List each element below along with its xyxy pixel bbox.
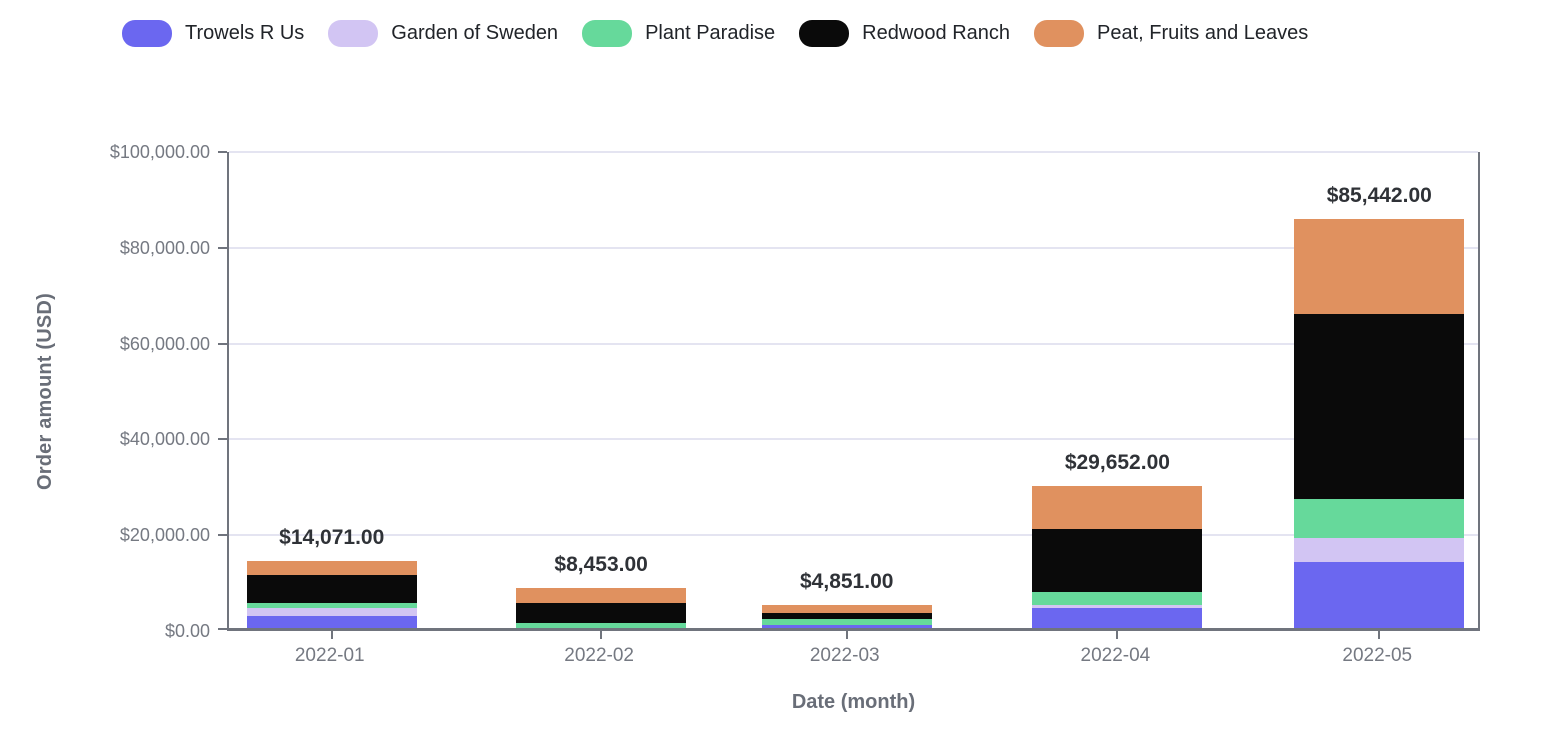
legend-item-1[interactable]: Trowels R Us — [122, 20, 304, 47]
bar-segment-2022-04-trowels-r-us[interactable] — [1032, 608, 1203, 628]
y-axis-tick — [218, 628, 227, 630]
bar-2022-05 — [1294, 218, 1465, 628]
bar-total-label-2022-01: $14,071.00 — [279, 525, 385, 549]
legend-item-5[interactable]: Peat, Fruits and Leaves — [1034, 20, 1308, 47]
x-axis-tick — [600, 631, 603, 639]
x-tick-label-2022-02: 2022-02 — [564, 645, 635, 666]
bar-total-label-2022-03: $4,851.00 — [800, 569, 894, 593]
y-tick-label: $100,000.00 — [109, 142, 210, 162]
legend-label: Garden of Sweden — [391, 22, 559, 44]
x-axis-tick — [845, 631, 848, 639]
bar-segment-2022-03-redwood-ranch[interactable] — [761, 612, 932, 620]
legend-item-2[interactable]: Garden of Sweden — [328, 20, 558, 47]
y-axis-tick-labels: $0.00 $20,000.00 $40,000.00 $60,000.00 $80,0… — [0, 142, 210, 641]
bar-segment-2022-04-garden-of-sweden[interactable] — [1032, 605, 1203, 609]
legend-swatch — [1034, 20, 1085, 47]
legend-label: Trowels R Us — [185, 22, 305, 44]
legend-item-4[interactable]: Redwood Ranch — [799, 20, 1010, 47]
bar-segment-2022-01-trowels-r-us[interactable] — [246, 615, 417, 628]
bar-segment-2022-01-peat-fruits-and-leaves[interactable] — [246, 560, 417, 575]
bar-segment-2022-05-plant-paradise[interactable] — [1294, 499, 1465, 539]
x-axis-tick-labels: 2022-01 2022-02 2022-03 2022-04 2022-05 — [227, 645, 1480, 671]
bar-segment-2022-04-peat-fruits-and-leaves[interactable] — [1032, 486, 1203, 529]
bar-2022-03 — [761, 604, 932, 628]
bar-segment-2022-05-peat-fruits-and-leaves[interactable] — [1294, 218, 1465, 315]
x-axis-tick — [330, 631, 333, 639]
y-axis-tick — [218, 438, 227, 441]
plot-area: $14,071.00 $8,453.00 $4,851.00 $29,652.00 $8… — [218, 151, 1480, 639]
bar-segment-2022-02-redwood-ranch[interactable] — [516, 603, 687, 623]
bar-segment-2022-03-peat-fruits-and-leaves[interactable] — [761, 604, 932, 613]
bar-total-label-2022-04: $29,652.00 — [1064, 450, 1170, 474]
bar-segment-2022-02-plant-paradise[interactable] — [516, 622, 687, 628]
bar-segment-2022-05-trowels-r-us[interactable] — [1294, 562, 1465, 628]
bar-segment-2022-05-redwood-ranch[interactable] — [1294, 314, 1465, 500]
x-tick-label-2022-04: 2022-04 — [1080, 645, 1151, 666]
x-axis-tick — [1116, 631, 1119, 639]
x-axis-tick — [1378, 631, 1381, 639]
legend-swatch — [328, 20, 379, 47]
y-tick-label: $0.00 — [164, 621, 210, 641]
y-tick-label: $40,000.00 — [119, 429, 210, 450]
y-tick-label: $20,000.00 — [119, 525, 210, 546]
bar-segment-2022-01-plant-paradise[interactable] — [246, 602, 417, 609]
y-tick-label: $60,000.00 — [119, 333, 210, 354]
bar-segment-2022-01-redwood-ranch[interactable] — [246, 574, 417, 603]
bar-segment-2022-03-trowels-r-us[interactable] — [761, 625, 932, 628]
legend-label: Plant Paradise — [645, 22, 776, 44]
gridline-20000 — [229, 534, 1478, 537]
y-axis-tick — [218, 151, 227, 153]
bar-segment-2022-02-peat-fruits-and-leaves[interactable] — [516, 587, 687, 604]
x-axis-title: Date (month) — [791, 691, 916, 713]
legend-item-3[interactable]: Plant Paradise — [582, 20, 775, 47]
y-axis-tick — [218, 246, 227, 249]
x-tick-label-2022-01: 2022-01 — [294, 645, 365, 666]
bar-total-label-2022-05: $85,442.00 — [1326, 183, 1432, 207]
legend-swatch — [122, 20, 172, 47]
bar-2022-02 — [516, 587, 687, 628]
legend-label: Redwood Ranch — [862, 22, 1011, 44]
bar-segment-2022-03-plant-paradise[interactable] — [761, 619, 932, 626]
gridline-60000 — [229, 342, 1478, 345]
bar-segment-2022-05-garden-of-sweden[interactable] — [1294, 538, 1465, 562]
bar-2022-04 — [1032, 486, 1203, 628]
bar-segment-2022-04-redwood-ranch[interactable] — [1032, 528, 1203, 592]
legend-swatch — [582, 20, 633, 47]
legend-label: Peat, Fruits and Leaves — [1097, 22, 1309, 44]
gridline-80000 — [229, 246, 1478, 249]
bar-2022-01 — [246, 560, 417, 628]
legend-swatch — [799, 20, 850, 47]
gridline-40000 — [229, 438, 1478, 441]
x-tick-label-2022-03: 2022-03 — [809, 645, 880, 666]
x-tick-label-2022-05: 2022-05 — [1342, 645, 1413, 666]
chart-legend: Trowels R Us Garden of Sweden Plant Paradi… — [122, 20, 1308, 47]
y-axis-tick — [218, 534, 227, 537]
y-axis-tick — [218, 342, 227, 345]
y-tick-label: $80,000.00 — [119, 237, 210, 258]
bar-segment-2022-04-plant-paradise[interactable] — [1032, 591, 1203, 606]
bar-segment-2022-01-garden-of-sweden[interactable] — [246, 608, 417, 616]
bar-total-label-2022-02: $8,453.00 — [554, 552, 648, 576]
gridline-100000 — [229, 151, 1478, 153]
